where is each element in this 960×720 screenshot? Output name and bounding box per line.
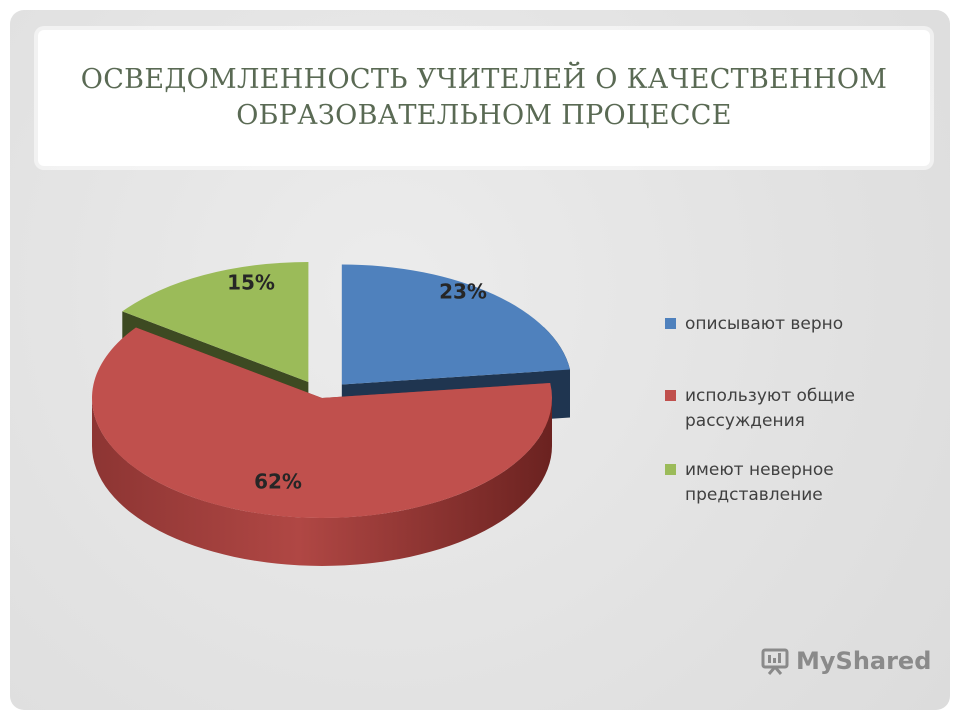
legend-item: описывают верно bbox=[665, 312, 905, 337]
slide-title: Осведомленность учителей о качественном … bbox=[80, 64, 888, 131]
pie-slice bbox=[92, 327, 553, 519]
legend-item: используют общие рассуждения bbox=[665, 384, 905, 434]
legend-swatch bbox=[665, 464, 676, 475]
legend-label: имеют неверное представление bbox=[685, 460, 834, 505]
legend-swatch bbox=[665, 390, 676, 401]
legend-label: используют общие рассуждения bbox=[685, 386, 855, 431]
pie-tops bbox=[92, 262, 570, 519]
legend-item: имеют неверное представление bbox=[665, 458, 905, 508]
pie-labels: 23% 62% 15% bbox=[227, 271, 487, 494]
data-label: 62% bbox=[254, 470, 302, 494]
pie-slice-front bbox=[92, 398, 552, 566]
presentation-board-icon bbox=[761, 648, 789, 675]
pie-slice bbox=[341, 264, 570, 385]
data-label: 23% bbox=[439, 280, 487, 304]
legend-swatch bbox=[665, 318, 676, 329]
watermark-text: MyShared bbox=[796, 647, 932, 675]
title-box: Осведомленность учителей о качественном … bbox=[38, 30, 930, 166]
pie-slice bbox=[122, 262, 309, 382]
watermark: MyShared bbox=[760, 646, 931, 676]
legend-label: описывают верно bbox=[685, 314, 844, 334]
data-label: 15% bbox=[227, 271, 275, 295]
